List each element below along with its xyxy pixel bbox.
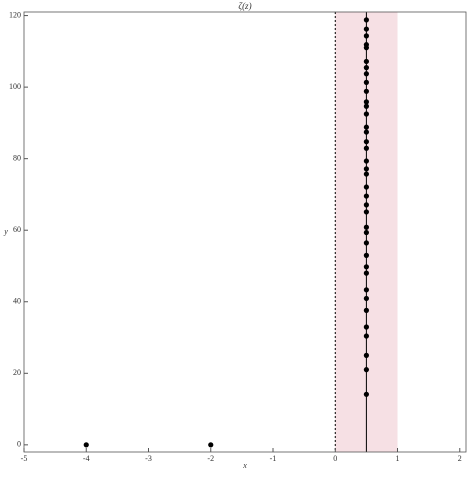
x-tick-label: -1 <box>270 454 277 463</box>
zero-point <box>83 442 89 448</box>
zero-point <box>363 333 369 339</box>
zero-point <box>363 166 369 172</box>
y-tick-label: 20 <box>13 368 21 377</box>
x-tick-label: -2 <box>207 454 214 463</box>
y-tick-label: 60 <box>13 225 21 234</box>
y-axis-label: y <box>3 227 8 236</box>
zero-point <box>363 71 369 77</box>
zero-point <box>363 295 369 302</box>
zero-point <box>363 252 369 258</box>
zero-point <box>363 99 369 105</box>
y-tick-label: 40 <box>13 297 21 306</box>
zero-point <box>363 103 369 109</box>
zero-point <box>363 307 369 313</box>
zero-point <box>363 17 369 23</box>
zero-point <box>363 240 369 246</box>
zero-point <box>363 324 369 330</box>
zero-point <box>363 224 369 230</box>
zero-point <box>363 58 369 65</box>
y-tick-label: 0 <box>17 440 21 449</box>
x-tick-label: -4 <box>83 454 90 463</box>
chart-title: ζ(z) <box>238 1 251 11</box>
zero-point <box>363 111 369 117</box>
zero-point <box>363 145 369 151</box>
zero-point <box>363 270 369 276</box>
y-tick-label: 120 <box>9 10 21 19</box>
zero-point <box>363 352 369 358</box>
x-tick-label: 0 <box>333 454 337 463</box>
x-tick-label: 2 <box>458 454 462 463</box>
x-tick-label: -5 <box>21 454 28 463</box>
zero-point <box>363 193 369 199</box>
y-tick-label: 80 <box>13 153 21 162</box>
x-tick-label: 1 <box>396 454 400 463</box>
zero-point <box>363 42 369 48</box>
zero-point <box>363 287 369 293</box>
zero-point <box>363 209 369 215</box>
zero-point <box>363 65 369 71</box>
x-tick-label: -3 <box>145 454 152 463</box>
zero-point <box>363 184 369 190</box>
zero-point <box>363 139 369 145</box>
x-axis-label: x <box>242 461 247 470</box>
zero-point <box>363 124 369 130</box>
zero-point <box>363 229 369 236</box>
zero-point <box>363 88 369 94</box>
plot-frame <box>23 11 467 453</box>
zero-point <box>363 79 369 85</box>
zero-point <box>363 202 369 208</box>
zero-point <box>363 264 369 270</box>
zero-point <box>363 158 369 164</box>
zero-point <box>363 171 369 177</box>
zero-point <box>363 367 369 373</box>
y-tick-label: 100 <box>9 82 21 91</box>
zero-point <box>363 33 369 39</box>
zero-point <box>363 391 369 397</box>
zero-point <box>363 26 369 32</box>
zero-point <box>208 442 214 448</box>
zero-point <box>363 129 369 135</box>
